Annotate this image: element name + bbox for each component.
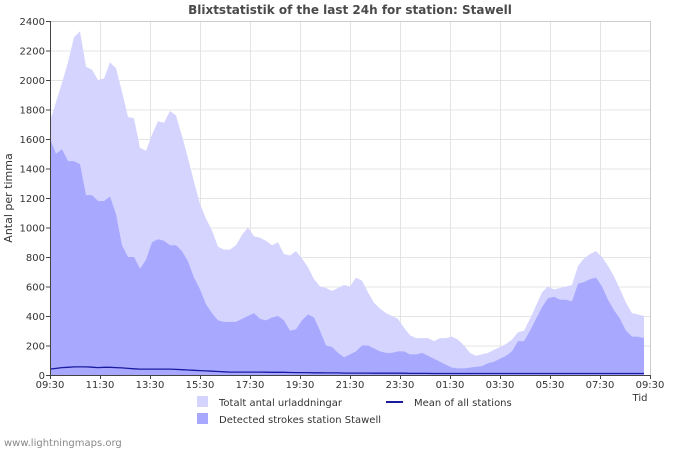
x-tick-label: 11:30	[86, 380, 115, 391]
legend-item-total: Totalt antal urladdningar	[197, 396, 343, 409]
y-tick-label: 400	[26, 312, 45, 323]
legend-label: Totalt antal urladdningar	[218, 398, 343, 409]
series-line-mean	[49, 366, 644, 375]
y-tick-label: 1800	[20, 106, 45, 117]
chart-title: Blixtstatistik of the last 24h for stati…	[188, 3, 512, 17]
x-tick-label: 01:30	[436, 380, 465, 391]
x-tick-label: 09:30	[636, 380, 665, 391]
y-tick-label: 800	[26, 253, 45, 264]
series-area-detected	[50, 139, 644, 375]
y-tick-labels: 0 200 400 600 800 1000 1200 1400 1600 1800 2000 220…	[20, 17, 45, 382]
x-tick-label: 17:30	[236, 380, 265, 391]
axes	[46, 21, 651, 379]
y-axis-label: Antal per timma	[2, 153, 15, 242]
y-tick-label: 0	[39, 371, 45, 382]
x-tick-label: 09:30	[36, 380, 65, 391]
y-tick-label: 2400	[20, 17, 45, 28]
legend-item-detected: Detected strokes station Stawell	[197, 413, 381, 426]
legend-label: Detected strokes station Stawell	[219, 415, 381, 426]
y-tick-label: 2000	[20, 76, 45, 87]
legend-swatch	[197, 396, 208, 407]
y-tick-label: 1600	[20, 135, 45, 146]
x-tick-label: 07:30	[586, 380, 615, 391]
x-tick-label: 21:30	[336, 380, 365, 391]
x-tick-label: 15:30	[186, 380, 215, 391]
legend: Totalt antal urladdningar Detected stroke…	[197, 396, 512, 426]
x-tick-label: 23:30	[386, 380, 415, 391]
series-areas	[49, 31, 644, 376]
y-tick-label: 1400	[20, 165, 45, 176]
y-tick-label: 1200	[20, 194, 45, 205]
y-tick-label: 200	[26, 342, 45, 353]
legend-item-mean: Mean of all stations	[386, 398, 512, 409]
x-tick-label: 05:30	[536, 380, 565, 391]
source-watermark: www.lightningmaps.org	[4, 438, 122, 449]
x-axis-label: Tid	[632, 393, 648, 404]
legend-swatch	[197, 413, 208, 424]
y-tick-label: 2200	[20, 47, 45, 58]
x-tick-label: 03:30	[486, 380, 515, 391]
y-tick-label: 600	[26, 283, 45, 294]
x-tick-label: 19:30	[286, 380, 315, 391]
y-tick-label: 1000	[20, 224, 45, 235]
x-tick-label: 13:30	[136, 380, 165, 391]
legend-label: Mean of all stations	[414, 398, 512, 409]
x-tick-labels: 09:30 11:30 13:30 15:30 17:30 19:30 21:30 23:30…	[36, 380, 665, 391]
